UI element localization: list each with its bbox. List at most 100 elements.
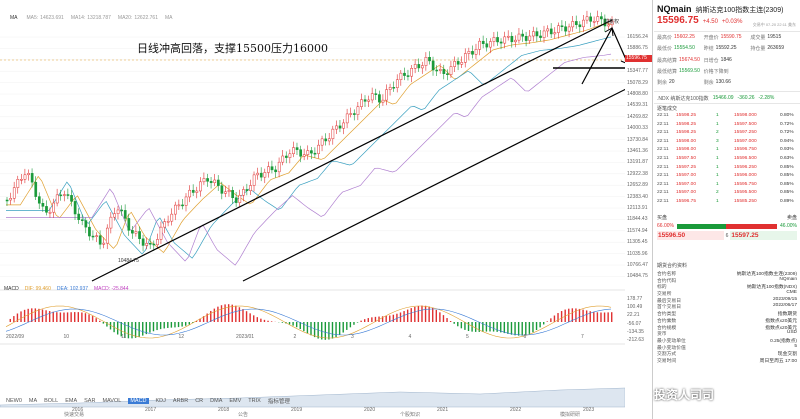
macd-histogram-bar bbox=[535, 322, 538, 331]
macd-histogram-bar bbox=[467, 322, 470, 331]
adjust-mode-label[interactable]: 前复权 bbox=[604, 19, 620, 25]
info-label: 交易时间 bbox=[657, 358, 677, 364]
macd-histogram-bar bbox=[550, 318, 552, 322]
contract-info-row: 合约乘数 指数点x20美元 bbox=[654, 317, 800, 324]
price-tick: 15886.75 bbox=[627, 45, 648, 52]
trade-pct: 0.85% bbox=[780, 181, 794, 187]
quote-stat: 最低结算 15569.50 bbox=[657, 68, 704, 78]
trade-pct: 0.72% bbox=[780, 121, 794, 127]
ma-value: 14623.691 bbox=[40, 15, 64, 21]
price-tick: 13191.87 bbox=[627, 159, 648, 166]
candle-body bbox=[70, 195, 73, 202]
trades-title: 逐笔成交 bbox=[657, 106, 678, 112]
price-change-pct: +0.03% bbox=[721, 19, 743, 25]
macd-histogram-bar bbox=[267, 320, 269, 322]
quote-stat: 价格下降到 bbox=[704, 68, 751, 78]
macd-histogram-bar bbox=[77, 312, 79, 322]
ma-item[interactable]: MA20: 12622.761 bbox=[118, 15, 158, 21]
footer-link[interactable]: 模拟研研 bbox=[560, 412, 581, 418]
quote-stats: 最高价 15602.25 开盘价 15590.75 成交量 19515 最低价 15554.5… bbox=[654, 32, 800, 92]
macd-histogram-bar bbox=[356, 322, 359, 323]
candle-body bbox=[20, 179, 23, 181]
indicator-tab[interactable]: 指标管理 bbox=[267, 398, 290, 405]
candle-body bbox=[589, 16, 592, 22]
candle-body bbox=[374, 93, 378, 95]
stat-value: 263659 bbox=[767, 45, 785, 52]
indicator-tab[interactable]: BOLL bbox=[44, 397, 59, 404]
ma-item[interactable]: MA bbox=[165, 15, 175, 21]
kline-chart[interactable] bbox=[0, 0, 625, 419]
bid-price[interactable]: 15596.50 bbox=[657, 231, 724, 240]
footer-link[interactable]: 快速交易 bbox=[64, 412, 85, 418]
quote-stat bbox=[750, 57, 797, 67]
info-value: 2022/06/17 bbox=[772, 303, 797, 309]
indicator-tab[interactable]: DMA bbox=[210, 397, 223, 404]
trade-t: 22:11 bbox=[657, 181, 669, 187]
trade-pct: 0.85% bbox=[780, 164, 794, 170]
footer-link[interactable]: 公告 bbox=[238, 412, 249, 418]
macd-histogram-bar bbox=[528, 322, 531, 334]
contract-info-row: 最小变动单位 0.25(指数点) bbox=[654, 337, 800, 344]
trades-list[interactable]: 22:11 15598.25 1 15598.000 0.80% 22:11 15598.2… bbox=[654, 113, 800, 209]
ma-item[interactable]: MA5: 14623.691 bbox=[27, 15, 64, 21]
indicator-tab[interactable]: CR bbox=[195, 397, 204, 404]
ma-item[interactable]: MA14: 13218.787 bbox=[71, 15, 111, 21]
channel-lower-line bbox=[242, 88, 625, 282]
candle-body bbox=[145, 243, 149, 246]
trade-pct: 0.93% bbox=[780, 147, 794, 153]
macd-histogram-bar bbox=[611, 312, 613, 322]
indicator-tab[interactable]: SAR bbox=[84, 397, 96, 404]
indicator-tab[interactable]: KDJ bbox=[155, 397, 166, 404]
sell-pct: 46.00% bbox=[780, 223, 797, 229]
macd-histogram-bar bbox=[338, 322, 341, 335]
candle-body bbox=[460, 62, 464, 65]
candle-body bbox=[356, 106, 360, 115]
kline-chart-area[interactable]: MA MA5: 14623.691 MA14: 13218.787 MA20: 12622.… bbox=[0, 0, 653, 419]
macd-histogram-bar bbox=[231, 304, 233, 322]
contract-info-row: 首个交易日 2022/06/17 bbox=[654, 303, 800, 310]
candle-body bbox=[123, 210, 127, 219]
indicator-tab[interactable]: NEW0 bbox=[6, 397, 22, 404]
footer-link[interactable]: 个股知识 bbox=[400, 412, 421, 418]
indicator-tab[interactable]: MA bbox=[28, 397, 38, 404]
info-label: 最小变动单位 bbox=[657, 338, 686, 344]
macd-histogram-bar bbox=[364, 319, 366, 322]
candle-body bbox=[600, 16, 603, 20]
indicator-tab[interactable]: ARBR bbox=[172, 397, 189, 404]
trade-row: 22:11 15598.25 1 15597.500 0.72% bbox=[654, 122, 800, 128]
price-tick: 15078.29 bbox=[627, 79, 648, 86]
trade-t: 22:11 bbox=[657, 190, 669, 196]
candle-body bbox=[320, 138, 324, 146]
macd-histogram-bar bbox=[109, 322, 112, 330]
indicator-tab[interactable]: MAVOL bbox=[102, 397, 122, 404]
trade-v: 1 bbox=[716, 181, 719, 187]
macd-name[interactable]: MACD bbox=[4, 286, 19, 292]
macd-histogram-bar bbox=[496, 322, 498, 332]
trade-v: 1 bbox=[716, 173, 719, 179]
trade-t: 22:11 bbox=[657, 156, 669, 161]
macd-histogram-bar bbox=[532, 322, 534, 333]
moving-average-line bbox=[6, 36, 612, 259]
candle-body bbox=[317, 144, 320, 154]
trade-row: 22:11 15598.00 1 15596.750 0.93% bbox=[654, 147, 800, 153]
underlying-index-row[interactable]: .NDX 纳斯达克100指数 15466.09 -360.26 -2.28% bbox=[654, 92, 800, 104]
candle-body bbox=[431, 60, 435, 71]
ma-item[interactable]: MA bbox=[10, 15, 20, 21]
candle-body bbox=[292, 147, 295, 155]
candle-body bbox=[299, 149, 303, 157]
macd-histogram-bar bbox=[116, 322, 119, 335]
indicator-tab[interactable]: EMA bbox=[65, 397, 78, 404]
macd-histogram-bar bbox=[543, 322, 545, 325]
macd-histogram-bar bbox=[442, 315, 445, 322]
candle-body bbox=[489, 41, 492, 48]
price-tick: 14000.33 bbox=[627, 125, 648, 132]
ask-price[interactable]: 15597.25 bbox=[730, 231, 797, 240]
macd-histogram-bar bbox=[195, 321, 198, 322]
indicator-tab[interactable]: EMV bbox=[229, 397, 242, 404]
date-tick: 2 bbox=[293, 334, 297, 340]
macd-histogram-bar bbox=[485, 322, 488, 332]
indicator-tab[interactable]: MACD bbox=[128, 397, 149, 404]
candle-body bbox=[281, 155, 285, 163]
macd-histogram-bar bbox=[185, 322, 187, 326]
indicator-tab[interactable]: TRIX bbox=[248, 397, 261, 404]
